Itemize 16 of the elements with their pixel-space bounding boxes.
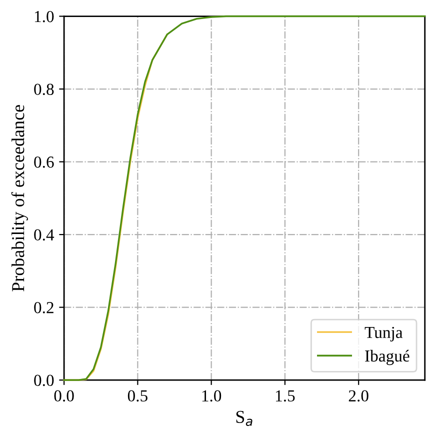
x-axis-title: S$_{a}$: [236, 410, 252, 426]
y-tick-label: 0.4: [34, 229, 54, 241]
legend-label: Tunja: [364, 326, 403, 342]
y-tick-label: 0.2: [34, 302, 54, 314]
y-axis-title: Probability of exceedance: [11, 105, 28, 292]
line-series: [63, 15, 426, 381]
x-tick-label: 1.5: [276, 390, 295, 402]
x-tick-label: 0.5: [128, 390, 148, 402]
x-tick-label: 2.0: [348, 390, 368, 402]
x-tick-label: 0.0: [54, 390, 74, 402]
y-tick-label: 0.0: [34, 374, 54, 386]
x-tick-label: 1.0: [202, 390, 222, 402]
legend-label: Ibagué: [365, 350, 410, 366]
y-tick-label: 1.0: [34, 10, 54, 22]
y-tick-label: 0.8: [34, 84, 54, 96]
y-tick-label: 0.6: [34, 156, 54, 168]
